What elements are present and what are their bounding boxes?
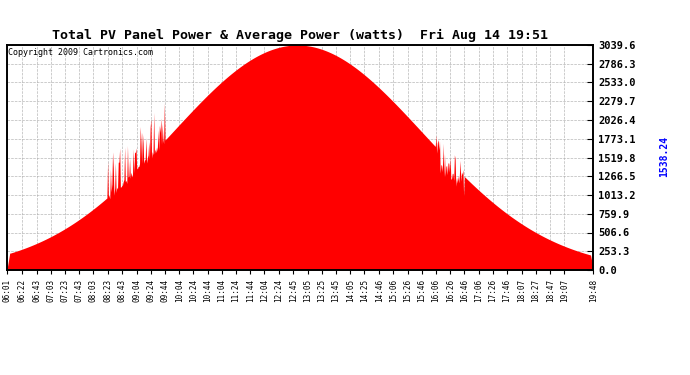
Text: Copyright 2009 Cartronics.com: Copyright 2009 Cartronics.com — [8, 48, 153, 57]
Text: 1538.24: 1538.24 — [659, 136, 669, 177]
Title: Total PV Panel Power & Average Power (watts)  Fri Aug 14 19:51: Total PV Panel Power & Average Power (wa… — [52, 29, 548, 42]
